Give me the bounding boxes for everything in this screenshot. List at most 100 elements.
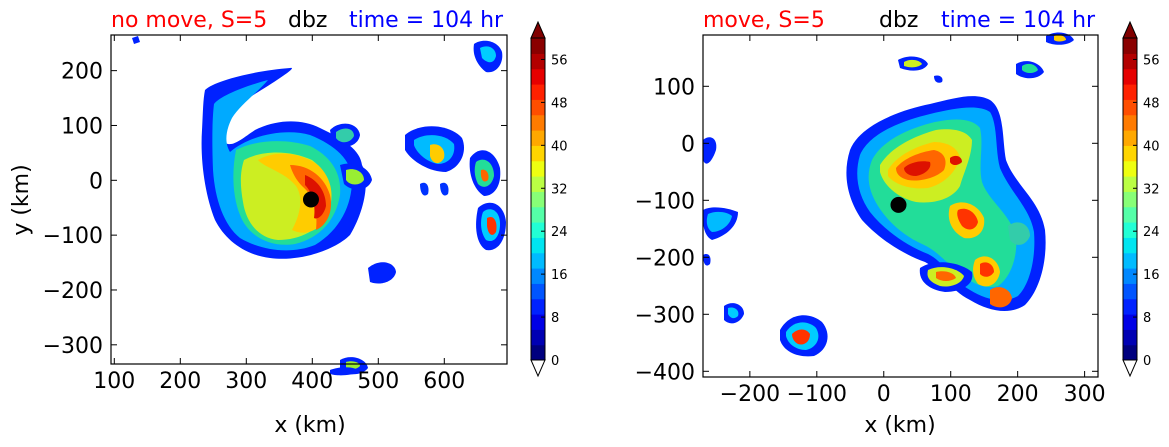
colorbar-right: 0 8 16 24 32 40 48 56: [1122, 20, 1160, 378]
colorbar-tick-label: 40: [1143, 139, 1160, 154]
y-tick-label: 0: [89, 169, 103, 194]
colorbar-segment: [531, 222, 545, 238]
x-tick-label: 0: [877, 382, 891, 407]
colorbar-segment: [531, 252, 545, 269]
x-axis-label-right: x (km): [864, 413, 935, 438]
colorbar-tick-label: 32: [551, 182, 568, 197]
colorbar-segment: [531, 329, 545, 346]
storm-center-marker-left: [302, 191, 319, 208]
colorbar-segment: [1123, 298, 1137, 315]
reflectivity-field-right: [702, 32, 1074, 357]
x-tick-label: 300: [225, 369, 267, 394]
colorbar-segment: [531, 99, 545, 116]
colorbar-frame: [530, 37, 546, 361]
x-tick-label: 100: [93, 369, 135, 394]
x-tick-label: 300: [1064, 382, 1106, 407]
colorbar-segment: [531, 237, 545, 254]
plot-frame-left: [110, 34, 508, 365]
colorbar-extend-min: [1122, 359, 1138, 378]
plot-frame-right: [702, 34, 1099, 378]
title-left-b: dbz: [288, 8, 327, 33]
colorbar-segment: [1123, 252, 1137, 269]
colorbar-tick-label: 56: [1143, 53, 1160, 68]
y-tick-label: −300: [43, 334, 103, 359]
colorbar-segment: [1123, 314, 1137, 330]
colorbar-tick-label: 24: [1143, 225, 1160, 240]
reflectivity-field-left: [132, 36, 506, 376]
colorbar-segment: [531, 191, 545, 208]
colorbar-tick-label: 0: [1143, 354, 1151, 369]
colorbar-segment: [531, 38, 545, 54]
colorbar-tick-label: 16: [1143, 268, 1160, 283]
colorbar-segment: [1123, 191, 1137, 208]
colorbar-segment: [1123, 206, 1137, 223]
title-right-a: move, S=5: [703, 8, 825, 33]
colorbar-tick-label: 40: [551, 139, 568, 154]
colorbar-segment: [531, 283, 545, 300]
colorbar-extend-min: [530, 359, 546, 378]
colorbar-segment: [1123, 176, 1137, 192]
colorbar-segment: [1123, 222, 1137, 238]
colorbar-segment: [531, 176, 545, 192]
x-tick-label: 200: [997, 382, 1039, 407]
colorbar-segment: [1123, 145, 1137, 162]
colorbar-tick-label: 48: [1143, 96, 1160, 111]
x-axis-label-left: x (km): [274, 413, 345, 438]
colorbar-segment: [1123, 38, 1137, 54]
colorbar-segment: [531, 130, 545, 146]
x-tick-label: 100: [930, 382, 972, 407]
colorbar-segment: [531, 344, 545, 361]
x-tick-label: 500: [357, 369, 399, 394]
storm-center-marker-right: [890, 196, 907, 213]
y-tick-label: −200: [635, 246, 695, 271]
colorbar-segment: [1123, 344, 1137, 361]
y-tick-label: 200: [61, 60, 103, 85]
x-tick-label: 200: [159, 369, 201, 394]
y-tick-label: −100: [635, 189, 695, 214]
y-tick-label: −400: [635, 360, 695, 385]
y-tick-label: 0: [681, 132, 695, 157]
colorbar-tick-label: 48: [551, 96, 568, 111]
colorbar-segment: [1123, 268, 1137, 284]
colorbar-segment: [531, 160, 545, 177]
colorbar-extend-max: [530, 20, 546, 39]
colorbar-tick-label: 16: [551, 268, 568, 283]
colorbar-left: 0 8 16 24 32 40 48 56: [530, 20, 568, 378]
colorbar-segment: [1123, 160, 1137, 177]
y-tick-label: −300: [635, 303, 695, 328]
colorbar-segment: [1123, 283, 1137, 300]
axes-right: −200 −100 0 100 200 300 100 0 −100 −200 −300 −400: [635, 35, 1106, 407]
panel-left: no move, S=5 dbz time = 104 hr: [9, 8, 568, 438]
colorbar-tick-label: 24: [551, 225, 568, 240]
colorbar-segment: [1123, 53, 1137, 70]
colorbar-segment: [531, 314, 545, 330]
colorbar-segment: [531, 114, 545, 131]
colorbar-segment: [531, 298, 545, 315]
colorbar-tick-label: 8: [1143, 311, 1151, 326]
colorbar-segment: [1123, 329, 1137, 346]
y-tick-label: −100: [43, 224, 103, 249]
colorbar-tick-label: 0: [551, 354, 559, 369]
colorbar-segment: [531, 53, 545, 70]
colorbar-frame: [1122, 37, 1138, 361]
x-tick-label: 600: [423, 369, 465, 394]
colorbar-segment: [531, 145, 545, 162]
colorbar-segment: [1123, 99, 1137, 116]
colorbar-tick-label: 32: [1143, 182, 1160, 197]
x-tick-label: −200: [720, 382, 780, 407]
y-tick-label: −200: [43, 279, 103, 304]
y-tick-label: 100: [61, 114, 103, 139]
colorbar-segment: [1123, 68, 1137, 85]
title-left-c: time = 104 hr: [349, 8, 504, 33]
colorbar-segment: [1123, 237, 1137, 254]
colorbar-segment: [531, 84, 545, 100]
colorbar-segment: [531, 268, 545, 284]
panel-right: move, S=5 dbz time = 104 hr: [635, 8, 1160, 438]
colorbar-tick-label: 56: [551, 53, 568, 68]
y-tick-label: 100: [653, 75, 695, 100]
colorbar-segment: [1123, 130, 1137, 146]
y-axis-label-left: y (km): [9, 164, 34, 235]
colorbar-segment: [1123, 114, 1137, 131]
colorbar-segment: [531, 206, 545, 223]
